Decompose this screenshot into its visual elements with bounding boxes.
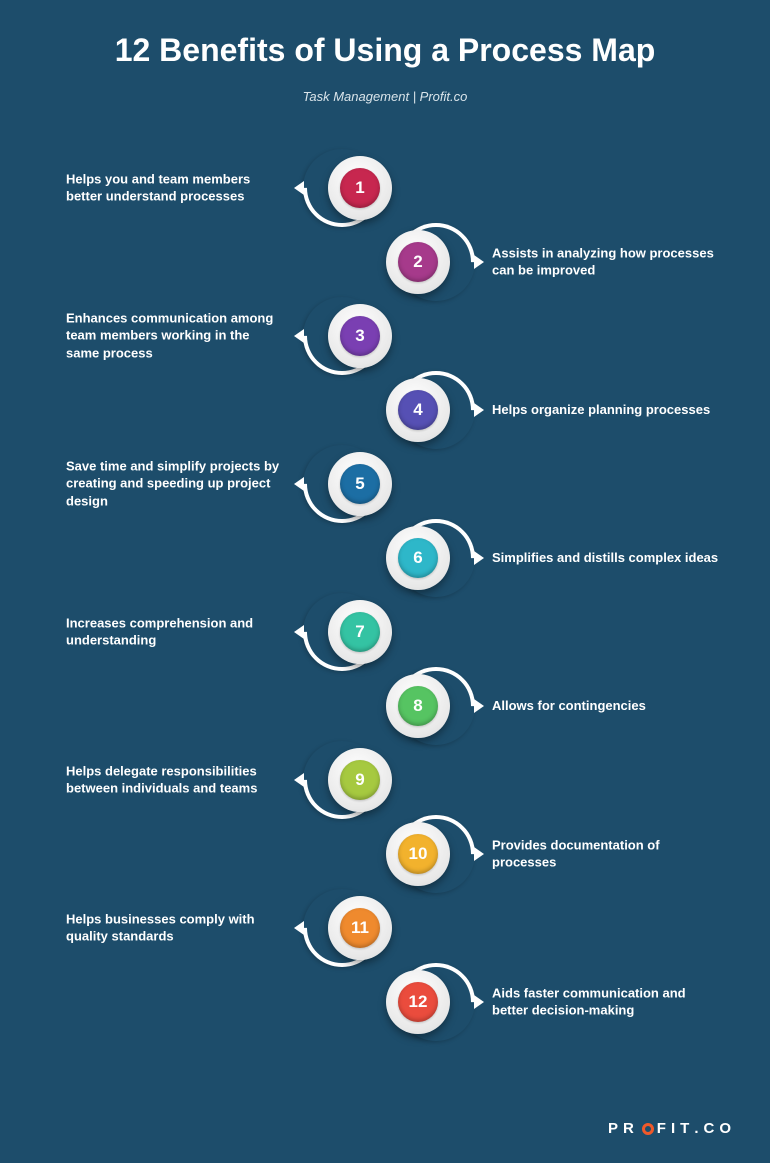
pointer-icon	[474, 847, 484, 861]
infographic-wrap: 12 Benefits of Using a Process Map Task …	[0, 0, 770, 1163]
benefit-node: 4	[386, 378, 450, 442]
benefit-number: 12	[398, 982, 438, 1022]
benefit-item: 7 Increases comprehension and understandi…	[0, 598, 770, 666]
benefit-node: 8	[386, 674, 450, 738]
benefit-number: 11	[340, 908, 380, 948]
benefit-text: Aids faster communication and better dec…	[492, 984, 722, 1019]
benefit-node: 6	[386, 526, 450, 590]
benefit-node: 11	[328, 896, 392, 960]
benefit-item: 8 Allows for contingencies	[0, 672, 770, 740]
benefit-number: 1	[340, 168, 380, 208]
benefit-item: 2 Assists in analyzing how processes can …	[0, 228, 770, 296]
benefit-node: 5	[328, 452, 392, 516]
benefit-node: 1	[328, 156, 392, 220]
benefit-text: Simplifies and distills complex ideas	[492, 549, 722, 567]
logo-accent-icon	[642, 1123, 654, 1135]
benefit-number: 7	[340, 612, 380, 652]
benefits-chain: 1 Helps you and team members better under…	[0, 154, 770, 1054]
benefit-item: 4 Helps organize planning processes	[0, 376, 770, 444]
benefit-text: Provides documentation of processes	[492, 836, 722, 871]
benefit-number: 4	[398, 390, 438, 430]
pointer-icon	[474, 995, 484, 1009]
benefit-text: Assists in analyzing how processes can b…	[492, 244, 722, 279]
pointer-icon	[474, 551, 484, 565]
pointer-icon	[294, 181, 304, 195]
benefit-text: Increases comprehension and understandin…	[66, 614, 286, 649]
benefit-node: 10	[386, 822, 450, 886]
pointer-icon	[294, 625, 304, 639]
benefit-number: 6	[398, 538, 438, 578]
benefit-text: Save time and simplify projects by creat…	[66, 457, 286, 510]
pointer-icon	[474, 403, 484, 417]
benefit-item: 5 Save time and simplify projects by crea…	[0, 450, 770, 518]
benefit-number: 9	[340, 760, 380, 800]
benefit-node: 12	[386, 970, 450, 1034]
benefit-text: Helps organize planning processes	[492, 401, 722, 419]
benefit-item: 6 Simplifies and distills complex ideas	[0, 524, 770, 592]
pointer-icon	[294, 921, 304, 935]
benefit-item: 11 Helps businesses comply with quality s…	[0, 894, 770, 962]
benefit-text: Helps businesses comply with quality sta…	[66, 910, 286, 945]
pointer-icon	[294, 329, 304, 343]
benefit-number: 5	[340, 464, 380, 504]
benefit-number: 2	[398, 242, 438, 282]
benefit-item: 1 Helps you and team members better under…	[0, 154, 770, 222]
subtitle: Task Management | Profit.co	[0, 89, 770, 104]
benefit-node: 3	[328, 304, 392, 368]
benefit-text: Allows for contingencies	[492, 697, 722, 715]
benefit-node: 9	[328, 748, 392, 812]
pointer-icon	[294, 773, 304, 787]
benefit-node: 2	[386, 230, 450, 294]
benefit-number: 3	[340, 316, 380, 356]
benefit-node: 7	[328, 600, 392, 664]
pointer-icon	[294, 477, 304, 491]
benefit-item: 9 Helps delegate responsibilities between…	[0, 746, 770, 814]
benefit-item: 10 Provides documentation of processes	[0, 820, 770, 888]
benefit-item: 12 Aids faster communication and better d…	[0, 968, 770, 1036]
brand-logo: PRFIT.CO	[608, 1120, 736, 1137]
benefit-text: Helps delegate responsibilities between …	[66, 762, 286, 797]
benefit-text: Enhances communication among team member…	[66, 309, 286, 362]
benefit-text: Helps you and team members better unders…	[66, 170, 286, 205]
page-title: 12 Benefits of Using a Process Map	[0, 0, 770, 69]
benefit-number: 10	[398, 834, 438, 874]
pointer-icon	[474, 699, 484, 713]
benefit-item: 3 Enhances communication among team membe…	[0, 302, 770, 370]
pointer-icon	[474, 255, 484, 269]
benefit-number: 8	[398, 686, 438, 726]
